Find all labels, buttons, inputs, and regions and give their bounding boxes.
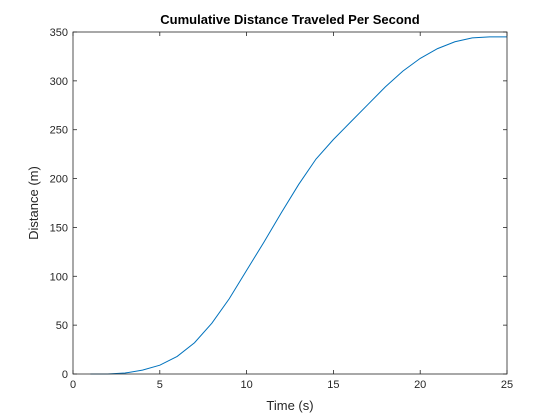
- y-axis-label: Distance (m): [26, 166, 41, 240]
- y-tick-label: 250: [50, 125, 68, 137]
- x-tick-label: 15: [327, 379, 339, 391]
- x-tick-label: 5: [157, 379, 163, 391]
- series-layer: [90, 36, 507, 375]
- y-tick-label: 200: [50, 174, 68, 186]
- y-tick-label: 100: [50, 271, 68, 283]
- x-axis-label: Time (s): [266, 398, 313, 413]
- x-tick-label: 0: [70, 379, 76, 391]
- plot-area: [73, 32, 507, 374]
- y-tick-label: 150: [50, 222, 68, 234]
- x-tick-label: 25: [501, 379, 513, 391]
- x-tick-label: 10: [240, 379, 252, 391]
- x-tick-label: 20: [414, 379, 426, 391]
- y-tick-label: 350: [50, 27, 68, 39]
- y-tick-label: 50: [56, 320, 68, 332]
- series-line: [90, 36, 507, 375]
- y-tick-label: 0: [62, 369, 68, 381]
- y-tick-label: 300: [50, 76, 68, 88]
- chart-title: Cumulative Distance Traveled Per Second: [160, 12, 419, 27]
- axes-box: [72, 31, 508, 375]
